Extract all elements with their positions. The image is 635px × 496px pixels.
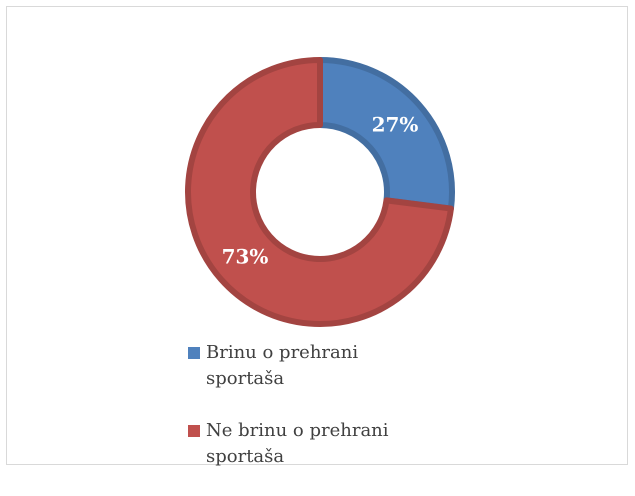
chart: 27% 73% Brinu o prehrani sportaša Ne brinu… <box>6 6 628 467</box>
legend-label: Ne brinu o prehrani sportaša <box>206 420 389 467</box>
legend-entry: Brinu o prehrani sportaša <box>188 340 488 392</box>
chart-frame <box>6 6 628 465</box>
plot: 27% 73% <box>185 57 455 327</box>
legend-entry: Ne brinu o prehrani sportaša <box>188 418 488 470</box>
data-label: 73% <box>222 245 269 269</box>
data-label: 27% <box>372 112 419 136</box>
legend-swatch <box>188 347 200 359</box>
donut-segment <box>185 57 454 327</box>
donut-segment <box>317 57 455 212</box>
legend: Brinu o prehrani sportaša Ne brinu o preh… <box>188 340 488 496</box>
legend-label: Brinu o prehrani sportaša <box>206 342 359 389</box>
legend-swatch <box>188 425 200 437</box>
